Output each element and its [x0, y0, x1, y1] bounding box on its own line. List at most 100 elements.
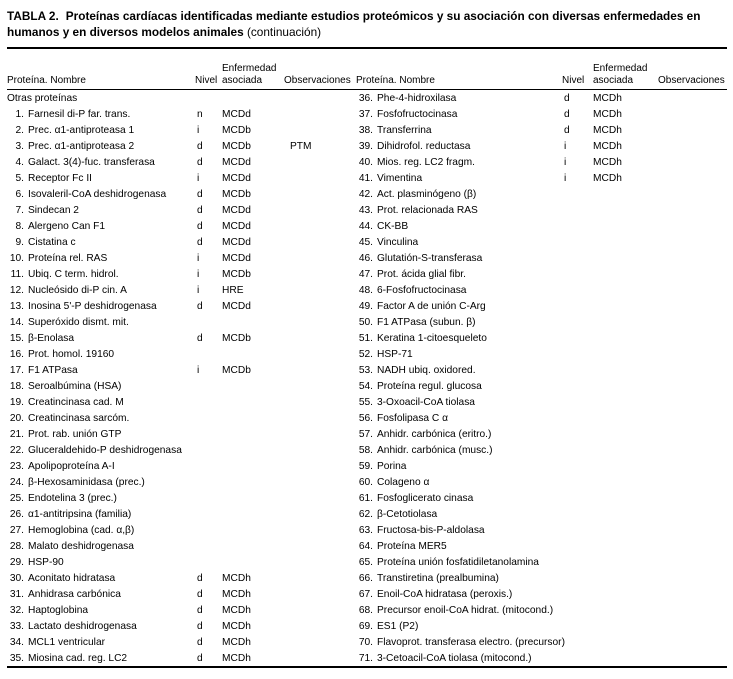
- protein-name-cell: 52. HSP-71: [356, 349, 557, 360]
- protein-name: ES1 (P2): [377, 620, 419, 632]
- protein-name-cell: 31. Anhidrasa carbónica: [7, 589, 190, 600]
- disease-cell: MCDb: [222, 364, 251, 376]
- protein-name-cell: 60. Colageno α: [356, 477, 557, 488]
- protein-name: Phe-4-hidroxilasa: [377, 92, 457, 104]
- protein-name: Prot. homol. 19160: [28, 348, 115, 360]
- table-row: 15. β-Enolasa d MCDb: [7, 330, 356, 346]
- level-cell: d: [197, 156, 203, 168]
- protein-name-cell: 16. Prot. homol. 19160: [7, 349, 190, 360]
- level-cell: i: [564, 172, 567, 184]
- table-header-row: Proteína. Nombre Nivel Enfermedad asocia…: [7, 49, 727, 90]
- table-row: 53. NADH ubiq. oxidored.: [356, 362, 727, 378]
- row-number: 56.: [358, 412, 373, 424]
- row-number: 29.: [9, 556, 24, 568]
- table-row: 50. F1 ATPasa (subun. β): [356, 314, 727, 330]
- table-row: 34. MCL1 ventricular d MCDh: [7, 634, 356, 650]
- level-cell: d: [564, 92, 570, 104]
- row-number: 64.: [358, 540, 373, 552]
- row-number: 2.: [15, 124, 25, 136]
- protein-name: Prec. α1-antiproteasa 2: [28, 140, 135, 152]
- protein-name-cell: 46. Glutatión-S-transferasa: [356, 253, 557, 264]
- row-number: 20.: [9, 412, 24, 424]
- table-row: 6. Isovaleril-CoA deshidrogenasa d MCDb: [7, 186, 356, 202]
- table-row: 20. Creatincinasa sarcóm.: [7, 410, 356, 426]
- level-cell: d: [197, 236, 203, 248]
- table-row: 30. Aconitato hidratasa d MCDh: [7, 570, 356, 586]
- table-body: Otras proteínas 1. Farnesil di-P far. tran…: [7, 90, 727, 666]
- protein-name: Sindecan 2: [28, 204, 79, 216]
- protein-name: α1-antitripsina (familia): [28, 508, 132, 520]
- protein-name: Colageno α: [377, 476, 430, 488]
- level-cell: d: [197, 588, 203, 600]
- table-row: 57. Anhidr. carbónica (eritro.): [356, 426, 727, 442]
- table-row: 11. Ubiq. C term. hidrol. i MCDb: [7, 266, 356, 282]
- protein-name-cell: 15. β-Enolasa: [7, 333, 190, 344]
- header-protein-right: Proteína. Nombre: [356, 74, 435, 86]
- row-number: 31.: [9, 588, 24, 600]
- protein-name-cell: 43. Prot. relacionada RAS: [356, 205, 557, 216]
- row-number: 10.: [9, 252, 24, 264]
- protein-name-cell: 69. ES1 (P2): [356, 621, 557, 632]
- protein-name-cell: 29. HSP-90: [7, 557, 190, 568]
- row-number: 43.: [358, 204, 373, 216]
- protein-name-cell: 6. Isovaleril-CoA deshidrogenasa: [7, 189, 190, 200]
- row-number: 14.: [9, 316, 24, 328]
- level-cell: i: [197, 364, 200, 376]
- protein-name: Superóxido dismt. mit.: [28, 316, 129, 328]
- protein-name: Endotelina 3 (prec.): [28, 492, 117, 504]
- table-row: 2. Prec. α1-antiproteasa 1 i MCDb: [7, 122, 356, 138]
- table-row: 66. Transtiretina (prealbumina): [356, 570, 727, 586]
- row-number: 70.: [358, 636, 373, 648]
- table-row: 7. Sindecan 2 d MCDd: [7, 202, 356, 218]
- row-number: 5.: [15, 172, 25, 184]
- protein-name: Vimentina: [377, 172, 423, 184]
- table-row: 18. Seroalbúmina (HSA): [7, 378, 356, 394]
- row-number: 50.: [358, 316, 373, 328]
- disease-cell: MCDh: [222, 572, 251, 584]
- left-column: Otras proteínas 1. Farnesil di-P far. tran…: [7, 90, 356, 666]
- protein-name-cell: 63. Fructosa-bis-P-aldolasa: [356, 525, 557, 536]
- header-protein-left: Proteína. Nombre: [7, 74, 86, 86]
- header-disease-right: Enfermedad asociada: [593, 63, 648, 86]
- protein-name: Cistatina c: [28, 236, 76, 248]
- level-cell: n: [197, 108, 203, 120]
- table-row: 27. Hemoglobina (cad. α,β): [7, 522, 356, 538]
- protein-name-cell: 66. Transtiretina (prealbumina): [356, 573, 557, 584]
- row-number: 58.: [358, 444, 373, 456]
- protein-name: Glutatión-S-transferasa: [377, 252, 483, 264]
- row-number: 44.: [358, 220, 373, 232]
- row-number: 61.: [358, 492, 373, 504]
- table-row: 33. Lactato deshidrogenasa d MCDh: [7, 618, 356, 634]
- header-level-right: Nivel: [562, 74, 585, 86]
- table-row: 35. Miosina cad. reg. LC2 d MCDh: [7, 650, 356, 666]
- row-number: 19.: [9, 396, 24, 408]
- disease-cell: MCDb: [222, 268, 251, 280]
- protein-name: 6-Fosfofructocinasa: [377, 284, 467, 296]
- protein-name-cell: 32. Haptoglobina: [7, 605, 190, 616]
- protein-name: Mios. reg. LC2 fragm.: [377, 156, 475, 168]
- protein-name-cell: 25. Endotelina 3 (prec.): [7, 493, 190, 504]
- protein-name: Creatincinasa sarcóm.: [28, 412, 130, 424]
- protein-name: Proteína MER5: [377, 540, 447, 552]
- row-number: 25.: [9, 492, 24, 504]
- level-cell: d: [564, 108, 570, 120]
- header-right-half: Proteína. Nombre Nivel Enfermedad asocia…: [356, 49, 727, 89]
- row-number: 11.: [10, 268, 24, 280]
- protein-name-cell: 71. 3-Cetoacil-CoA tiolasa (mitocond.): [356, 653, 557, 664]
- table-row: 65. Proteína unión fosfatidiletanolamina: [356, 554, 727, 570]
- table-row: 32. Haptoglobina d MCDh: [7, 602, 356, 618]
- protein-name: Anhidr. carbónica (eritro.): [377, 428, 492, 440]
- protein-name: MCL1 ventricular: [28, 636, 105, 648]
- protein-name-cell: 59. Porina: [356, 461, 557, 472]
- level-cell: d: [197, 300, 203, 312]
- protein-name: F1 ATPasa: [28, 364, 78, 376]
- protein-name-cell: 67. Enoil-CoA hidratasa (peroxis.): [356, 589, 557, 600]
- table-row: 5. Receptor Fc II i MCDd: [7, 170, 356, 186]
- disease-cell: MCDb: [222, 332, 251, 344]
- protein-name-cell: 36. Phe-4-hidroxilasa: [356, 93, 557, 104]
- row-number: 40.: [358, 156, 373, 168]
- level-cell: d: [197, 220, 203, 232]
- protein-name: Malato deshidrogenasa: [28, 540, 134, 552]
- section-row: Otras proteínas: [7, 90, 356, 106]
